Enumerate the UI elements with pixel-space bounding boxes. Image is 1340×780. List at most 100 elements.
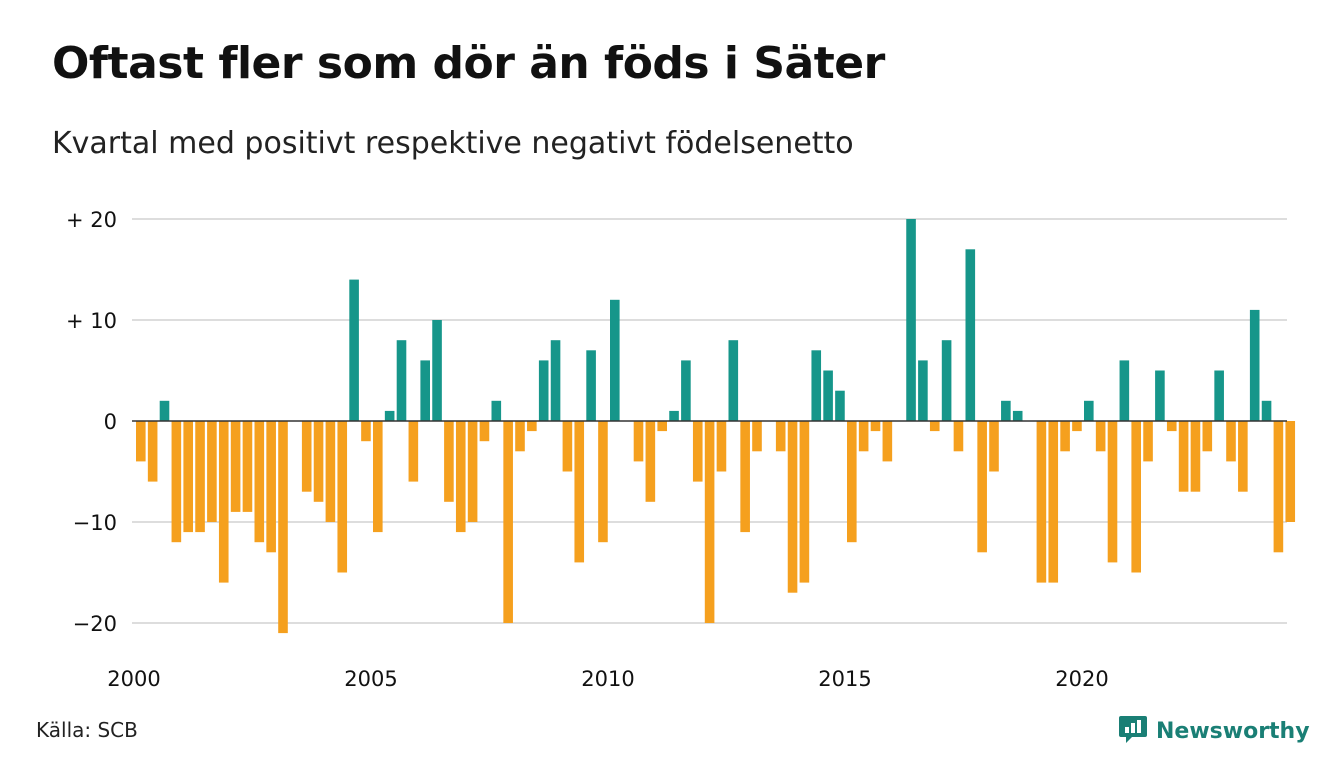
bar — [479, 421, 490, 442]
bar — [467, 421, 478, 522]
bar — [1202, 421, 1213, 452]
bar — [953, 421, 964, 452]
bar — [455, 421, 466, 533]
bar — [195, 421, 205, 533]
bar — [432, 320, 442, 421]
bar — [728, 340, 739, 421]
bar — [775, 421, 786, 452]
bar — [159, 400, 170, 421]
bar — [929, 421, 940, 432]
bar — [1095, 421, 1106, 452]
bar — [207, 421, 217, 522]
bar — [396, 340, 407, 421]
bar — [823, 370, 833, 421]
bar — [752, 421, 762, 452]
bar — [325, 421, 336, 522]
x-tick-label: 2005 — [344, 667, 397, 691]
bar — [147, 421, 158, 482]
bar — [1048, 421, 1059, 583]
bar — [1238, 421, 1248, 492]
bar — [847, 421, 857, 543]
newsworthy-logo[interactable]: Newsworthy — [1118, 714, 1310, 748]
bar — [918, 360, 928, 421]
bar — [716, 421, 727, 472]
bar — [811, 350, 822, 421]
bar — [835, 390, 845, 421]
bar — [704, 421, 715, 623]
bar — [1060, 421, 1070, 452]
bar — [977, 421, 987, 553]
y-axis-ticks: + 20 + 10 0 −10 −20 — [66, 208, 117, 636]
bar — [1285, 421, 1296, 522]
bar — [1119, 360, 1130, 421]
bar — [882, 421, 893, 462]
y-tick-label: −20 — [73, 612, 117, 636]
bar — [787, 421, 798, 593]
bar — [681, 360, 691, 421]
bar — [301, 421, 312, 492]
bar — [799, 421, 810, 583]
bar — [550, 340, 561, 421]
bars — [136, 219, 1296, 634]
bar — [1143, 421, 1153, 462]
bar — [171, 421, 182, 543]
y-tick-label: −10 — [73, 511, 117, 535]
bar — [136, 421, 146, 462]
bar — [669, 410, 679, 421]
bar — [562, 421, 573, 472]
bar — [444, 421, 454, 502]
bar — [740, 421, 750, 533]
bar — [586, 350, 596, 421]
bar — [965, 249, 976, 421]
bar — [361, 421, 371, 442]
bar — [1012, 410, 1023, 421]
bar — [1190, 421, 1201, 492]
bar — [1261, 400, 1272, 421]
chart-title: Oftast fler som dör än föds i Säter — [52, 38, 885, 89]
bar — [242, 421, 253, 512]
bar — [1036, 421, 1047, 583]
bar — [1166, 421, 1177, 432]
chart-subtitle: Kvartal med positivt respektive negativt… — [52, 126, 854, 161]
source-note: Källa: SCB — [36, 718, 138, 742]
newsworthy-logo-icon — [1118, 714, 1148, 748]
y-tick-label: + 10 — [66, 309, 117, 333]
bar — [491, 400, 502, 421]
bar — [906, 219, 916, 421]
bar — [1155, 370, 1165, 421]
bar — [941, 340, 952, 421]
bar — [278, 421, 288, 634]
bar — [645, 421, 656, 502]
bar — [384, 410, 395, 421]
y-tick-label: + 20 — [66, 208, 117, 232]
bar — [218, 421, 229, 583]
bar — [1249, 309, 1260, 421]
bar — [1084, 400, 1094, 421]
bar — [1214, 370, 1224, 421]
y-tick-label: 0 — [104, 410, 117, 434]
bar — [598, 421, 608, 543]
bar — [858, 421, 869, 452]
bar — [183, 421, 193, 533]
bar — [1178, 421, 1189, 492]
bar — [337, 421, 348, 573]
bar — [313, 421, 324, 502]
x-tick-label: 2000 — [107, 667, 160, 691]
bar — [527, 421, 537, 432]
bar — [692, 421, 703, 482]
bar — [1131, 421, 1141, 573]
bar — [420, 360, 430, 421]
x-axis-ticks: 2000 2005 2010 2015 2020 — [107, 667, 1108, 691]
bar — [870, 421, 881, 432]
bar — [349, 279, 359, 421]
bar — [230, 421, 241, 512]
bar — [1072, 421, 1082, 432]
bar — [989, 421, 999, 472]
bar — [1273, 421, 1284, 553]
bar — [254, 421, 265, 543]
bar — [633, 421, 644, 462]
bar — [373, 421, 383, 533]
bar — [1226, 421, 1236, 462]
bar — [408, 421, 419, 482]
bar — [1001, 400, 1011, 421]
